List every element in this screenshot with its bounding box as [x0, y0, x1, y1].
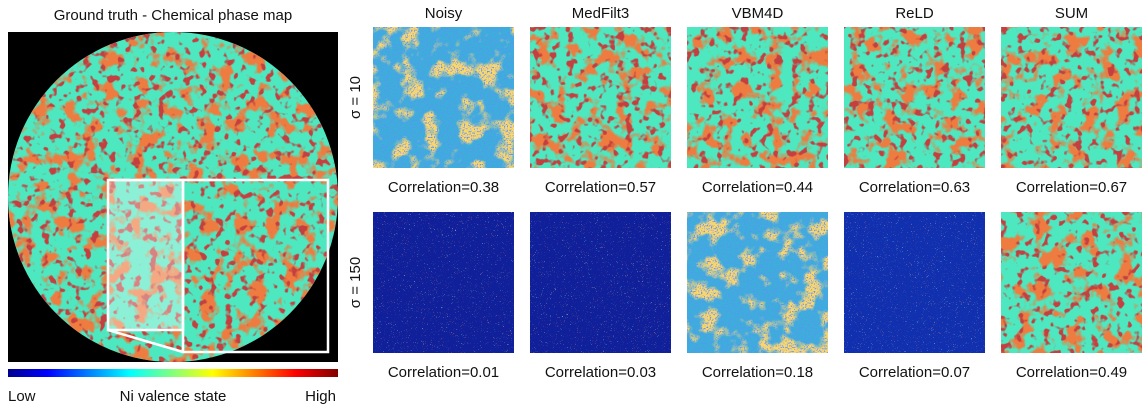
correlation-label: Correlation=0.18 [702, 364, 813, 381]
correlation-label: Correlation=0.44 [702, 179, 813, 196]
result-image [687, 212, 828, 353]
results-grid: Noisy MedFilt3 VBM4D ReLD SUM σ = 10 Correlati… [347, 5, 1142, 381]
result-image [1001, 27, 1142, 168]
result-image [687, 27, 828, 168]
inset-box [106, 178, 330, 354]
result-image [373, 27, 514, 168]
correlation-label: Correlation=0.67 [1016, 179, 1127, 196]
column-title: ReLD [895, 5, 934, 22]
result-image [1001, 212, 1142, 353]
correlation-label: Correlation=0.03 [545, 364, 656, 381]
row-label: σ = 10 [347, 76, 364, 119]
colorbar-low: Low [8, 388, 36, 405]
result-image [844, 27, 985, 168]
result-image [530, 27, 671, 168]
column-title: Noisy [425, 5, 463, 22]
panel-title: Ground truth - Chemical phase map [54, 7, 292, 24]
result-image [530, 212, 671, 353]
correlation-label: Correlation=0.01 [388, 364, 499, 381]
correlation-label: Correlation=0.38 [388, 179, 499, 196]
column-title: MedFilt3 [572, 5, 630, 22]
correlation-label: Correlation=0.57 [545, 179, 656, 196]
correlation-label: Correlation=0.49 [1016, 364, 1127, 381]
result-image [373, 212, 514, 353]
colorbar-label: Ni valence state [120, 388, 227, 405]
column-title: SUM [1055, 5, 1088, 22]
correlation-label: Correlation=0.07 [859, 364, 970, 381]
result-image [844, 212, 985, 353]
colorbar [8, 369, 338, 377]
ground-truth-map [8, 32, 338, 362]
colorbar-high: High [305, 388, 336, 405]
column-title: VBM4D [732, 5, 784, 22]
correlation-label: Correlation=0.63 [859, 179, 970, 196]
row-label: σ = 150 [347, 257, 364, 308]
